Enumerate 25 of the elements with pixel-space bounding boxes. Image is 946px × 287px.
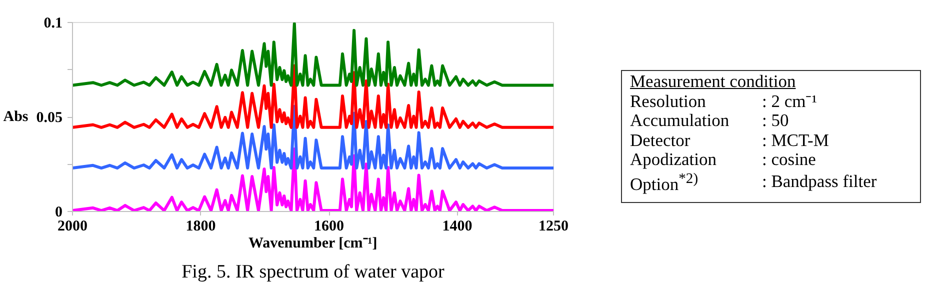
text: : 50 [762, 110, 790, 130]
y-tick-label: 0.1 [44, 16, 62, 32]
text: Apodization [630, 149, 718, 170]
text: : Bandpass filter [762, 170, 877, 193]
text: : cosine [762, 149, 817, 170]
caption: Fig. 5. IR spectrum of water vapor [182, 262, 446, 282]
y-tick-label: 0.05 [36, 110, 62, 126]
text: Accumulation [630, 110, 730, 130]
line-series [72, 22, 554, 87]
x-tick-label: 1600 [314, 218, 344, 234]
x-tick-label: 2000 [58, 218, 88, 234]
y-axis-title: Abs [3, 109, 28, 125]
x-tick-label: 1800 [186, 218, 216, 234]
text: Option$^{*2)}$ [630, 170, 700, 194]
line-series [72, 104, 554, 170]
text: : MCT-M [762, 130, 830, 150]
x-tick-label: 1250 [538, 218, 568, 234]
x-tick-label: 1400 [442, 218, 472, 234]
text: Detector [630, 130, 692, 150]
line-series [72, 64, 554, 129]
x-axis-title: Wavenumber [cm⁻¹] [248, 236, 378, 252]
text: : 2 cm⁻¹ [762, 90, 818, 111]
text: Measurement condition [630, 71, 796, 91]
text: Resolution [630, 90, 707, 111]
y-tick-label: 0 [55, 204, 62, 220]
